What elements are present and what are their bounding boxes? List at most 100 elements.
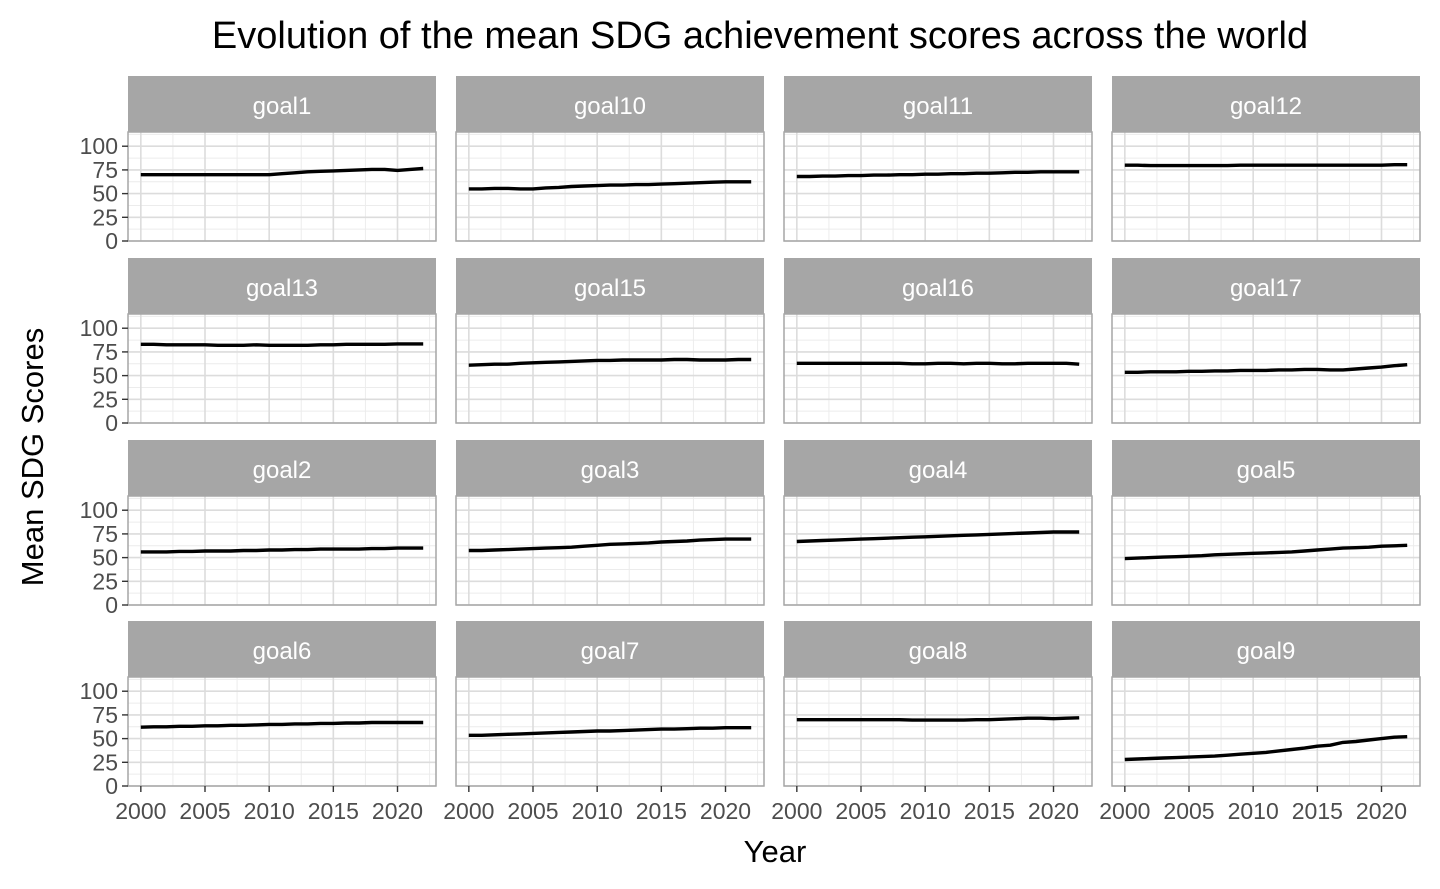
facet-strip <box>456 258 764 314</box>
panel-border <box>1111 676 1421 787</box>
y-tick-label: 100 <box>80 678 118 704</box>
y-tick-label: 25 <box>92 568 118 594</box>
series-line-goal3 <box>468 537 752 553</box>
panel-border <box>455 676 765 787</box>
facet-panel-goal5: goal5 <box>1111 440 1421 606</box>
facet-label: goal15 <box>574 275 646 302</box>
facet-strip <box>128 258 436 314</box>
y-tick-label: 75 <box>92 157 118 183</box>
y-tick-label: 25 <box>92 386 118 412</box>
panel-border <box>127 676 437 787</box>
panel-border <box>127 313 437 424</box>
y-tick-label: 100 <box>80 497 118 523</box>
series-line-goal16 <box>796 361 1080 366</box>
y-axis-title: Mean SDG Scores <box>15 328 50 586</box>
plot-area <box>128 132 436 241</box>
series-line-goal4 <box>796 530 1080 544</box>
facet-strip <box>456 621 764 677</box>
x-tick-label: 2020 <box>1028 798 1079 824</box>
panel-border <box>783 676 1093 787</box>
series-line-goal9 <box>1124 735 1408 762</box>
facet-strip <box>1112 621 1420 677</box>
facet-strip <box>784 440 1092 496</box>
facet-panel-goal10: goal10 <box>455 76 765 242</box>
x-tick-label: 2005 <box>1163 798 1214 824</box>
y-tick-label: 100 <box>80 315 118 341</box>
x-tick-label: 2020 <box>372 798 423 824</box>
facet-panel-goal11: goal11 <box>783 76 1093 242</box>
facet-label: goal9 <box>1237 638 1296 665</box>
x-tick-label: 2000 <box>115 798 166 824</box>
y-tick-label: 50 <box>92 181 118 207</box>
facet-label: goal2 <box>253 457 312 484</box>
x-tick-label: 2010 <box>1228 798 1279 824</box>
series-line-goal2 <box>140 546 424 554</box>
series-line-goal13 <box>140 342 424 347</box>
panel-border <box>783 313 1093 424</box>
series-line-goal8 <box>796 716 1080 722</box>
facet-strip <box>456 76 764 132</box>
facet-strip <box>1112 440 1420 496</box>
facet-panel-goal9: goal9 2000 2005 2010 2015 2020 <box>1099 621 1421 824</box>
facet-panel-goal8: goal8 2000 2005 2010 2015 2020 <box>771 621 1093 824</box>
y-tick-label: 50 <box>92 726 118 752</box>
series-line-goal1 <box>140 166 424 177</box>
plot-area <box>784 314 1092 423</box>
y-tick-label: 0 <box>105 228 118 254</box>
plot-area <box>128 314 436 423</box>
x-tick-label: 2015 <box>308 798 359 824</box>
facet-label: goal11 <box>903 93 973 120</box>
series-line-goal5 <box>1124 543 1408 561</box>
facet-label: goal10 <box>574 93 646 120</box>
facet-label: goal3 <box>581 457 640 484</box>
facet-label: goal13 <box>246 275 318 302</box>
facet-panel-goal4: goal4 <box>783 440 1093 606</box>
panel-border <box>1111 313 1421 424</box>
panel-border <box>783 131 1093 242</box>
y-tick-label: 75 <box>92 521 118 547</box>
x-axis-title: Year <box>744 834 807 869</box>
series-line-goal12 <box>1124 162 1408 168</box>
x-tick-label: 2000 <box>771 798 822 824</box>
plot-area <box>1112 132 1420 241</box>
facet-strip <box>128 440 436 496</box>
facet-label: goal17 <box>1230 275 1302 302</box>
facet-strip <box>784 76 1092 132</box>
panel-border <box>1111 495 1421 606</box>
series-line-goal17 <box>1124 363 1408 374</box>
x-tick-label: 2015 <box>1292 798 1343 824</box>
y-tick-label: 0 <box>105 410 118 436</box>
plot-area <box>1112 496 1420 605</box>
facet-panel-goal16: goal16 <box>783 258 1093 424</box>
chart-title: Evolution of the mean SDG achievement sc… <box>212 15 1308 57</box>
panel-border <box>127 131 437 242</box>
facet-label: goal7 <box>581 638 640 665</box>
facet-panel-goal12: goal12 <box>1111 76 1421 242</box>
facet-strip <box>784 621 1092 677</box>
facet-strip <box>128 621 436 677</box>
facet-panel-goal7: goal7 2000 2005 2010 2015 2020 <box>443 621 765 824</box>
facet-panel-goal3: goal3 <box>455 440 765 606</box>
x-tick-label: 2005 <box>507 798 558 824</box>
x-tick-label: 2000 <box>443 798 494 824</box>
x-tick-label: 2000 <box>1099 798 1150 824</box>
x-tick-label: 2015 <box>636 798 687 824</box>
facet-panel-goal15: goal15 <box>455 258 765 424</box>
facet-label: goal12 <box>1230 93 1302 120</box>
x-tick-label: 2010 <box>900 798 951 824</box>
x-tick-label: 2020 <box>1356 798 1407 824</box>
facet-label: goal1 <box>253 93 312 120</box>
panel-border <box>783 495 1093 606</box>
x-tick-label: 2015 <box>964 798 1015 824</box>
y-tick-label: 0 <box>105 592 118 618</box>
facet-strip <box>784 258 1092 314</box>
panel-border <box>455 495 765 606</box>
plot-area <box>128 677 436 786</box>
panel-border <box>127 495 437 606</box>
y-tick-label: 0 <box>105 773 118 799</box>
x-tick-label: 2020 <box>700 798 751 824</box>
plot-area <box>1112 677 1420 786</box>
panel-border <box>455 131 765 242</box>
